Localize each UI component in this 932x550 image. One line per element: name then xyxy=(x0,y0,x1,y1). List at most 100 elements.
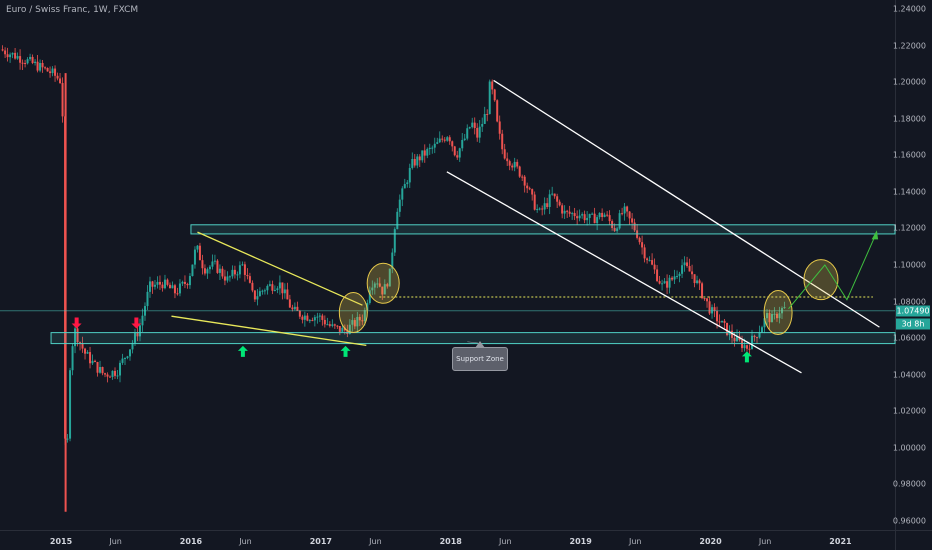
candle-body xyxy=(331,324,334,326)
candle-body xyxy=(166,279,169,285)
price-tick-label: 1.10000 xyxy=(892,260,926,270)
candle-body xyxy=(376,283,379,285)
candle-body xyxy=(638,237,641,243)
candle-body xyxy=(526,185,529,189)
candle-body xyxy=(438,138,441,143)
candle-body xyxy=(158,281,161,285)
buy-arrow xyxy=(340,345,351,357)
candle-body xyxy=(71,346,74,371)
candle-body xyxy=(26,59,29,64)
time-tick-label: 2016 xyxy=(179,537,203,546)
candle-body xyxy=(86,352,89,354)
candle-body xyxy=(398,199,401,212)
candle-body xyxy=(483,113,486,124)
candle-body xyxy=(628,211,631,219)
candle-body xyxy=(416,156,419,166)
candle-body xyxy=(571,213,574,215)
candle-body xyxy=(573,213,576,217)
candle-body xyxy=(126,356,129,358)
candle-body xyxy=(596,217,599,224)
candle-body xyxy=(353,320,356,327)
candle-body xyxy=(616,228,619,231)
candle-body xyxy=(661,283,664,285)
price-tick-label: 1.12000 xyxy=(892,223,926,233)
candle-body xyxy=(731,330,734,338)
candle-body xyxy=(24,62,27,64)
candle-body xyxy=(426,148,429,156)
projection-arrowhead xyxy=(871,230,879,240)
candle-body xyxy=(383,284,386,295)
candle-body xyxy=(19,56,22,63)
candle-body xyxy=(718,321,721,323)
resistance-zone xyxy=(190,224,896,235)
candle-body xyxy=(216,260,219,273)
candle-body xyxy=(653,264,656,270)
candle-body xyxy=(581,214,584,216)
candle-body xyxy=(511,165,514,168)
candle-body xyxy=(768,313,771,323)
candle-body xyxy=(586,217,589,221)
candle-body xyxy=(476,127,479,138)
buy-arrow xyxy=(237,345,248,357)
time-axis-separator xyxy=(0,530,932,531)
candle-body xyxy=(361,320,364,322)
candle-body xyxy=(746,345,749,349)
candle-body xyxy=(124,357,127,359)
candle-body xyxy=(366,302,369,311)
candle-body xyxy=(673,276,676,280)
candle-body xyxy=(556,196,559,202)
candle-body xyxy=(396,211,399,230)
candle-body xyxy=(238,265,241,275)
candle-body xyxy=(726,322,729,336)
candle-body xyxy=(271,284,274,291)
candle-body xyxy=(688,266,691,272)
candle-body xyxy=(691,271,694,275)
candle-body xyxy=(626,206,629,212)
candle-body xyxy=(358,316,361,321)
support-zone xyxy=(50,332,896,345)
candle-body xyxy=(163,279,166,289)
candle-body xyxy=(408,167,411,183)
candle-body xyxy=(49,71,52,74)
price-tick-label: 0.98000 xyxy=(892,479,926,489)
candle-body xyxy=(326,324,329,326)
price-axis-separator xyxy=(895,0,896,550)
candle-body xyxy=(341,327,344,332)
candle-body xyxy=(44,67,47,69)
candle-body xyxy=(508,161,511,166)
candle-body xyxy=(618,213,621,229)
price-tick-label: 1.24000 xyxy=(892,4,926,14)
candle-body xyxy=(468,127,471,129)
candle-body xyxy=(119,362,122,376)
candle-body xyxy=(198,245,201,261)
candle-body xyxy=(181,281,184,284)
candle-body xyxy=(256,296,259,300)
candle-body xyxy=(273,289,276,291)
candle-body xyxy=(231,269,234,277)
candle-body xyxy=(29,56,32,60)
candle-body xyxy=(770,313,773,323)
candle-body xyxy=(306,315,309,321)
candle-body xyxy=(578,215,581,219)
candle-body xyxy=(9,54,12,58)
candle-body xyxy=(621,213,624,215)
time-tick-label: 2015 xyxy=(49,537,73,546)
candle-body xyxy=(513,161,516,168)
candle-body xyxy=(226,276,229,281)
candle-body xyxy=(94,360,97,362)
candle-body xyxy=(268,284,271,286)
candle-body xyxy=(421,150,424,161)
candle-body xyxy=(428,147,431,149)
candle-body xyxy=(248,276,251,283)
candle-body xyxy=(528,188,531,190)
candle-body xyxy=(518,166,521,177)
candle-body xyxy=(313,317,316,321)
support-zone-callout[interactable]: Support Zone xyxy=(452,341,508,371)
candle-body xyxy=(283,289,286,294)
candle-body xyxy=(41,62,44,68)
candle-body xyxy=(461,139,464,149)
candle-body xyxy=(81,343,84,349)
candle-body xyxy=(498,121,501,134)
candle-body xyxy=(109,376,112,378)
